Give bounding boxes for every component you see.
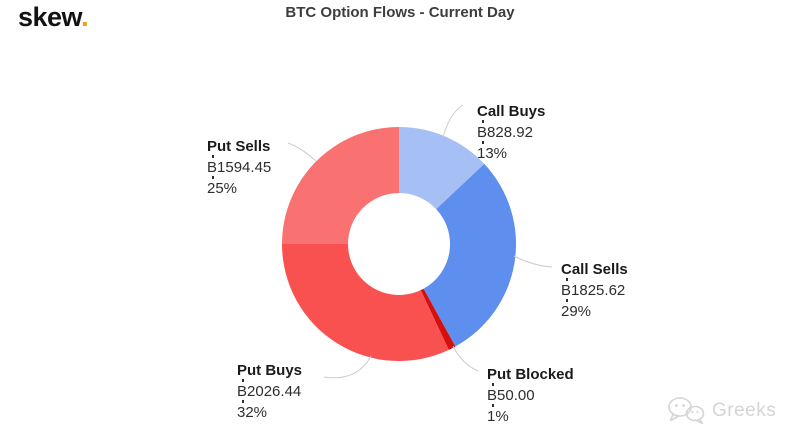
wechat-icon xyxy=(668,397,705,425)
donut-slices xyxy=(282,127,517,362)
watermark: Greeks xyxy=(666,396,776,426)
watermark-text: Greeks xyxy=(712,400,777,421)
bitcoin-symbol: B xyxy=(237,379,248,403)
donut-slice-call_buys[interactable] xyxy=(399,127,485,210)
slice-label-pct: 13% xyxy=(477,145,508,162)
skew-logo: skew. xyxy=(18,2,89,33)
connector-call_sells xyxy=(513,255,553,268)
slice-label-name: Call Sells xyxy=(561,261,628,278)
slice-label-put_buys: Put Buys B2026.44 32% xyxy=(237,360,302,423)
slice-label-value: B1825.62 xyxy=(561,278,626,302)
slice-label-name: Call Buys xyxy=(477,103,546,120)
skew-logo-dot: . xyxy=(81,2,89,32)
slice-label-pct: 29% xyxy=(561,303,592,320)
donut-slice-call_sells[interactable] xyxy=(423,163,517,347)
label-connectors xyxy=(287,104,553,379)
bitcoin-symbol: B xyxy=(207,155,218,179)
donut-slice-put_blocked[interactable] xyxy=(420,288,456,350)
slice-label-value: B2026.44 xyxy=(237,379,302,403)
slice-label-call_sells: Call Sells B1825.62 29% xyxy=(561,259,628,322)
bitcoin-symbol: B xyxy=(561,278,572,302)
slice-label-value: B50.00 xyxy=(487,383,535,407)
donut-slice-put_sells[interactable] xyxy=(282,127,399,244)
slice-label-value: B1594.45 xyxy=(207,155,272,179)
connector-put_sells xyxy=(287,142,317,162)
connector-put_blocked xyxy=(452,345,479,372)
slice-label-name: Put Blocked xyxy=(487,366,574,383)
slice-label-pct: 25% xyxy=(207,180,238,197)
slice-label-name: Put Sells xyxy=(207,138,271,155)
connector-put_buys xyxy=(323,355,372,379)
bitcoin-symbol: B xyxy=(487,383,498,407)
slice-label-call_buys: Call Buys B828.92 13% xyxy=(477,101,545,164)
bitcoin-symbol: B xyxy=(477,120,488,144)
slice-label-pct: 1% xyxy=(487,408,509,425)
slice-label-value: B828.92 xyxy=(477,120,533,144)
chart-title: BTC Option Flows - Current Day xyxy=(285,4,515,21)
slice-label-put_sells: Put Sells B1594.45 25% xyxy=(207,136,271,199)
slice-label-name: Put Buys xyxy=(237,362,303,379)
slice-label-pct: 32% xyxy=(237,404,268,421)
donut-slice-put_buys[interactable] xyxy=(282,244,449,362)
connector-call_buys xyxy=(442,104,464,138)
skew-logo-text: skew xyxy=(18,2,82,32)
slice-label-put_blocked: Put Blocked B50.00 1% xyxy=(487,364,574,427)
